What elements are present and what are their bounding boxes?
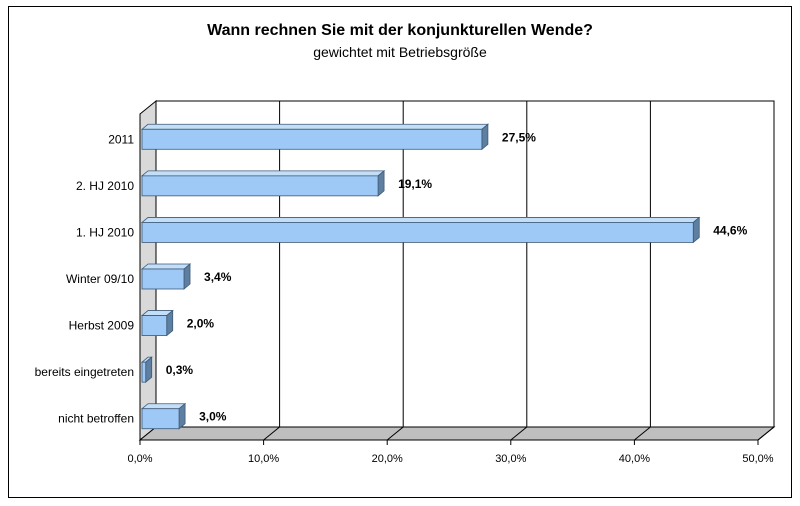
data-labels: 27,5% 19,1% 44,6% 3,4% 2,0% 0,3% 3,0% xyxy=(166,130,748,423)
bar-front xyxy=(141,408,180,430)
bar-front xyxy=(141,268,185,290)
bar-front xyxy=(141,315,168,336)
floor xyxy=(138,426,776,441)
grid-floor-line xyxy=(263,426,280,441)
category-label: 1. HJ 2010 xyxy=(76,225,134,239)
bar-side xyxy=(692,216,700,244)
bar-top xyxy=(140,170,386,177)
bar-side xyxy=(481,123,489,151)
bar-top xyxy=(140,403,187,410)
x-tick-labels: 0,0% 10,0% 20,0% 30,0% 40,0% 50,0% xyxy=(127,453,773,465)
data-label: 0,3% xyxy=(166,363,194,377)
bar xyxy=(140,263,192,290)
grid-floor-line xyxy=(510,426,528,441)
x-tick-label: 40,0% xyxy=(619,453,650,465)
chart-walls xyxy=(138,99,776,442)
bar xyxy=(140,123,490,151)
bar xyxy=(140,170,386,197)
bar xyxy=(140,356,153,383)
data-label: 19,1% xyxy=(398,177,432,191)
bar-side xyxy=(145,356,153,383)
bar-side xyxy=(178,402,186,430)
category-label: 2011 xyxy=(108,132,134,146)
bar-front xyxy=(141,128,483,150)
bar xyxy=(140,216,701,244)
grid-lines xyxy=(139,101,775,445)
bar-side xyxy=(183,263,191,290)
chart-title: Wann rechnen Sie mit der konjunkturellen… xyxy=(207,22,593,39)
data-label: 3,0% xyxy=(199,410,227,424)
chart-subtitle: gewichtet mit Betriebsgröße xyxy=(313,44,487,60)
bar-front xyxy=(141,175,379,197)
bars xyxy=(140,123,701,430)
grid-floor-line xyxy=(634,426,651,441)
category-label: nicht betroffen xyxy=(58,412,134,426)
x-tick-label: 0,0% xyxy=(127,453,152,465)
bar-side xyxy=(377,170,385,197)
x-tick-label: 20,0% xyxy=(372,453,403,465)
bar-top xyxy=(140,123,490,130)
bar-side xyxy=(166,309,174,337)
data-label: 44,6% xyxy=(713,223,747,237)
bar-front xyxy=(141,222,694,243)
grid-floor-line xyxy=(757,426,775,441)
back-wall xyxy=(155,100,775,428)
x-tick-label: 10,0% xyxy=(248,453,279,465)
x-tick-label: 50,0% xyxy=(742,453,773,465)
data-label: 3,4% xyxy=(204,270,232,284)
data-label: 27,5% xyxy=(502,130,536,144)
bar-top xyxy=(140,263,192,270)
category-label: Winter 09/10 xyxy=(66,272,134,286)
data-label: 2,0% xyxy=(187,317,215,331)
x-tick-label: 30,0% xyxy=(495,453,526,465)
bar xyxy=(140,309,174,337)
category-label: bereits eingetreten xyxy=(35,365,134,379)
bar-top xyxy=(140,217,701,223)
category-label: 2. HJ 2010 xyxy=(76,179,134,193)
bar-front xyxy=(141,361,147,383)
category-labels: 2011 2. HJ 2010 1. HJ 2010 Winter 09/10 Herb… xyxy=(35,132,135,425)
category-label: Herbst 2009 xyxy=(69,319,135,333)
bar xyxy=(140,402,187,430)
grid-floor-line xyxy=(386,426,404,441)
